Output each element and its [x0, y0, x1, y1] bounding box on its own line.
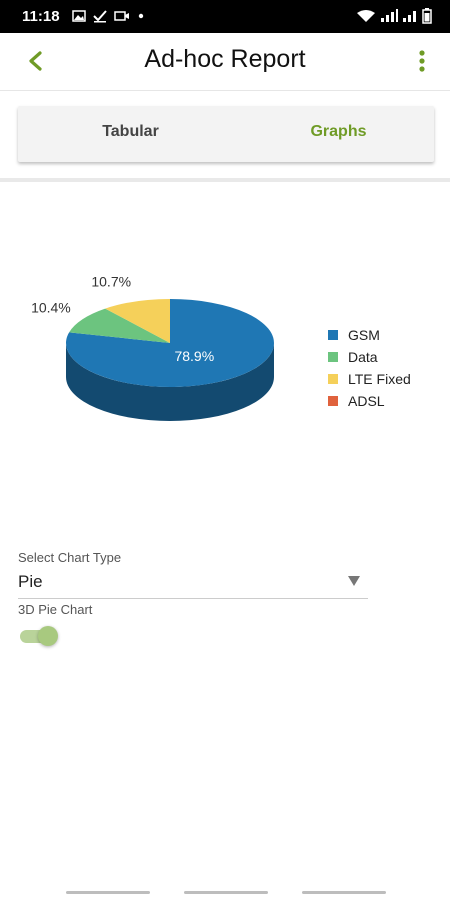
legend-label-3: ADSL	[348, 393, 385, 409]
check-icon	[93, 10, 107, 23]
legend-swatch-0	[328, 330, 338, 340]
dropdown-arrow-icon	[348, 576, 360, 586]
legend-label-2: LTE Fixed	[348, 371, 411, 387]
legend-swatch-1	[328, 352, 338, 362]
section-divider	[0, 178, 450, 182]
pie3d-toggle[interactable]	[18, 624, 58, 648]
wifi-icon	[357, 10, 375, 22]
back-arrow-icon[interactable]	[20, 45, 52, 77]
view-tabs: Tabular Graphs	[18, 106, 434, 162]
nav-handle-right[interactable]	[302, 891, 386, 894]
slice-label-2: 10.7%	[91, 274, 131, 290]
status-bar: 11:18	[0, 0, 450, 33]
tab-graphs[interactable]: Graphs	[310, 123, 367, 140]
signal-icon	[381, 9, 398, 22]
slice-label-0: 78.9%	[174, 348, 214, 364]
page-title: Ad-hoc Report	[144, 45, 306, 73]
status-time: 11:18	[22, 8, 60, 25]
video-icon	[114, 11, 129, 21]
chart-type-value: Pie	[18, 572, 43, 591]
slice-label-1: 10.4%	[31, 299, 71, 315]
nav-handle-left[interactable]	[66, 891, 150, 894]
chart-type-select[interactable]: Pie	[18, 570, 368, 599]
gallery-icon	[72, 10, 86, 22]
toggle-thumb	[38, 626, 58, 646]
chart-type-label: Select Chart Type	[18, 550, 122, 565]
slice-top-2	[105, 299, 170, 343]
legend-label-0: GSM	[348, 327, 380, 343]
battery-icon	[422, 8, 432, 24]
notification-dot-icon	[138, 13, 144, 19]
tab-tabular[interactable]: Tabular	[102, 123, 159, 140]
signal-secondary-icon	[403, 11, 416, 22]
pie-chart: 78.9% 10.4% 10.7% GSM Data LTE Fixed ADSL	[31, 274, 411, 421]
header-divider	[0, 90, 450, 91]
more-options-icon[interactable]	[412, 47, 432, 75]
legend-swatch-3	[328, 396, 338, 406]
nav-handle-center[interactable]	[184, 891, 268, 894]
app-bar: Ad-hoc Report	[0, 33, 450, 89]
slice-top-1	[69, 308, 170, 343]
pie3d-label: 3D Pie Chart	[18, 602, 93, 617]
slice-side-0	[66, 343, 274, 421]
legend-label-1: Data	[348, 349, 378, 365]
legend-swatch-2	[328, 374, 338, 384]
